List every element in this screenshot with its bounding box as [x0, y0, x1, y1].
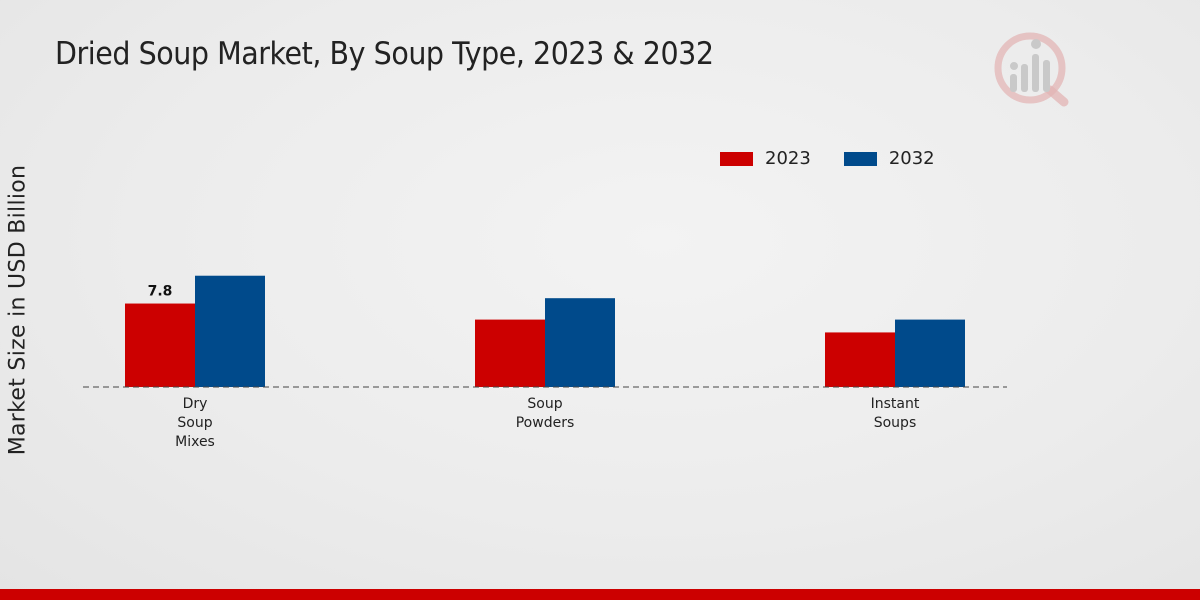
bar-2032-instant-soups	[895, 319, 965, 387]
x-tick-label: Soup Powders	[515, 396, 575, 431]
data-label: 7.8	[148, 284, 173, 300]
legend-label-2032: 2032	[888, 148, 935, 169]
chart-title: Dried Soup Market, By Soup Type, 2023 & …	[55, 36, 714, 72]
bar-2032-dry-soup-mixes	[195, 275, 265, 387]
x-tick-label: Instant Soups	[870, 396, 920, 431]
chart-legend: 2023 2032	[720, 148, 968, 169]
bar-2023-dry-soup-mixes	[125, 303, 195, 387]
legend-swatch-2032	[843, 151, 877, 166]
bar-2032-soup-powders	[545, 298, 615, 387]
market-research-logo-icon	[992, 30, 1072, 110]
bottom-accent-bar	[0, 589, 1200, 600]
legend-swatch-2023	[720, 151, 753, 166]
bar-2023-instant-soups	[825, 332, 895, 387]
bar-2023-soup-powders	[475, 319, 545, 387]
x-tick-label: Dry Soup Mixes	[175, 396, 215, 450]
legend-label-2023: 2023	[765, 148, 811, 169]
legend-item-2032: 2032	[843, 148, 935, 169]
legend-item-2023: 2023	[720, 148, 811, 169]
